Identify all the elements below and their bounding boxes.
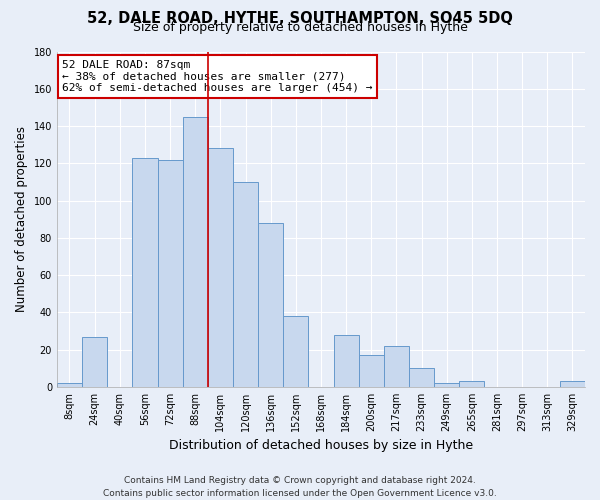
Bar [359,356,384,387]
Bar [133,158,158,387]
Bar [560,382,585,387]
Bar [258,223,283,387]
Bar [459,382,484,387]
Bar [334,335,359,387]
Bar [283,316,308,387]
Text: Contains HM Land Registry data © Crown copyright and database right 2024.
Contai: Contains HM Land Registry data © Crown c… [103,476,497,498]
Bar [384,346,409,387]
Bar [208,148,233,387]
X-axis label: Distribution of detached houses by size in Hythe: Distribution of detached houses by size … [169,440,473,452]
Bar [57,383,82,387]
Y-axis label: Number of detached properties: Number of detached properties [15,126,28,312]
Bar [158,160,182,387]
Text: Size of property relative to detached houses in Hythe: Size of property relative to detached ho… [133,22,467,35]
Bar [182,116,208,387]
Bar [233,182,258,387]
Bar [409,368,434,387]
Bar [434,383,459,387]
Bar [82,336,107,387]
Text: 52, DALE ROAD, HYTHE, SOUTHAMPTON, SO45 5DQ: 52, DALE ROAD, HYTHE, SOUTHAMPTON, SO45 … [87,11,513,26]
Text: 52 DALE ROAD: 87sqm
← 38% of detached houses are smaller (277)
62% of semi-detac: 52 DALE ROAD: 87sqm ← 38% of detached ho… [62,60,373,93]
